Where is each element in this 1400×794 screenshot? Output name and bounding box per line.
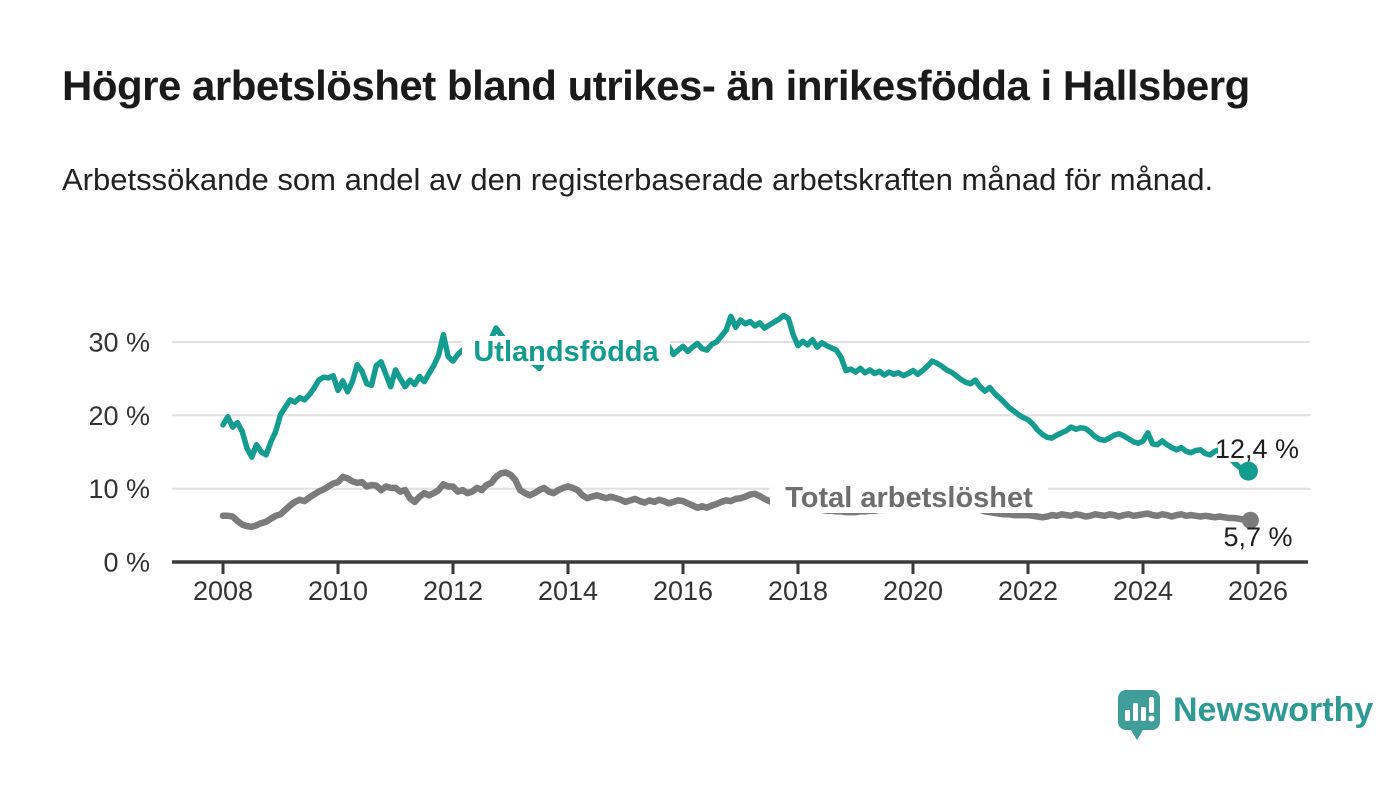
end-dot-total <box>1241 511 1259 529</box>
x-tick-label: 2020 <box>883 576 943 606</box>
x-tick-label: 2008 <box>193 576 253 606</box>
series-label-utlandsfodda: Utlandsfödda <box>473 336 659 368</box>
label-halo-value-total <box>1224 526 1292 552</box>
page-title: Högre arbetslöshet bland utrikes- än inr… <box>62 62 1250 109</box>
x-axis-labels: 2008 2010 2012 2014 2016 2018 2020 2022 … <box>193 576 1288 606</box>
x-tick-label: 2018 <box>768 576 828 606</box>
newsworthy-logo-text: Newsworthy <box>1173 691 1374 729</box>
x-tick-label: 2026 <box>1228 576 1288 606</box>
chart-speech-bubble-icon <box>1118 690 1160 740</box>
newsworthy-logo: Newsworthy <box>1116 688 1373 744</box>
x-tick-label: 2024 <box>1113 576 1173 606</box>
end-value-utlandsfodda: 12,4 % <box>1215 434 1299 464</box>
end-dot-utlandsfodda <box>1238 461 1258 481</box>
x-tick-label: 2010 <box>308 576 368 606</box>
label-halo-value-utl <box>1218 436 1295 462</box>
label-halo-total <box>770 479 1048 513</box>
x-tick-label: 2022 <box>998 576 1058 606</box>
y-tick-label-20: 20 % <box>88 401 150 431</box>
x-tick-label: 2012 <box>423 576 483 606</box>
label-halo-utlandsfodda <box>462 336 670 365</box>
y-tick-label-0: 0 % <box>103 548 150 578</box>
series-line-utlandsfodda <box>220 312 1252 474</box>
x-tick-label: 2014 <box>538 576 598 606</box>
end-value-total: 5,7 % <box>1223 522 1292 552</box>
y-tick-label-30: 30 % <box>88 328 150 358</box>
series-line-total-arbetsloshet <box>219 469 1252 531</box>
series-label-total-arbetsloshet: Total arbetslöshet <box>785 482 1033 514</box>
x-axis-ticks <box>221 562 1260 574</box>
x-tick-label: 2016 <box>653 576 713 606</box>
chart-subtitle: Arbetssökande som andel av den registerb… <box>62 162 1214 197</box>
y-tick-label-10: 10 % <box>88 474 150 504</box>
